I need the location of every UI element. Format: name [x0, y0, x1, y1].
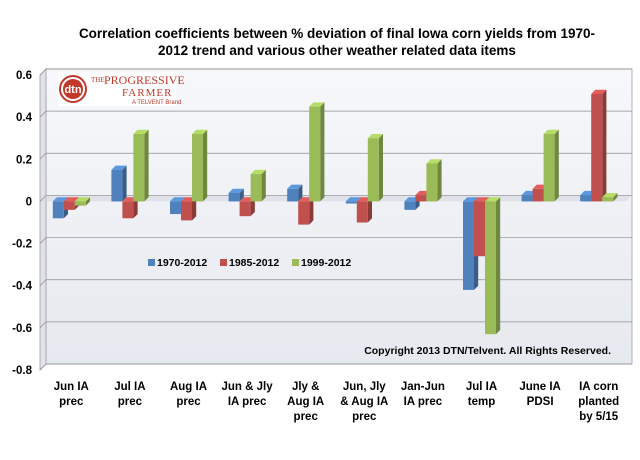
plot-back-wall — [45, 68, 633, 365]
x-category-label: IA corn planted by 5/15 — [578, 381, 619, 423]
y-tick-label: 0.4 — [16, 112, 33, 124]
bar-1999-2012-2 — [192, 129, 208, 202]
bar-1970-2012-4 — [287, 184, 303, 202]
gridline — [39, 237, 632, 244]
bar-1999-2012-6 — [426, 159, 442, 202]
copyright-notice: Copyright 2013 DTN/Telvent. All Rights R… — [364, 345, 611, 357]
y-tick-label: 0.6 — [16, 70, 32, 82]
bar-1999-2012-4 — [309, 102, 325, 202]
y-tick-label: -0.8 — [12, 365, 32, 377]
bar-1970-2012-1 — [111, 165, 127, 202]
bar-1999-2012-0 — [74, 197, 90, 206]
x-category-label: Jun, Jly & Aug IA prec — [340, 381, 388, 423]
legend-label-1999-2012: 1999-2012 — [301, 257, 351, 269]
bar-1999-2012-5 — [367, 134, 383, 202]
gridline — [39, 279, 632, 286]
x-axis-categories: Jun IA prec Jul IA prec Aug IA prec Jun & Jly I… — [54, 381, 619, 423]
gridline — [39, 363, 632, 371]
logo-brand-text: A TELVENT Brand — [132, 100, 181, 106]
legend-swatch-1985-2012 — [220, 259, 227, 266]
y-tick-label: -0.6 — [12, 323, 32, 335]
logo-the-text: THE — [91, 76, 105, 84]
y-axis-ticks: 0.6 0.4 0.2 0 -0.2 -0.4 -0.6 -0.8 — [12, 70, 32, 377]
bar-1985-2012-9 — [591, 89, 607, 202]
progressive-farmer-logo: dtn THE PROGRESSIVE FARMER A TELVENT Bra… — [58, 72, 185, 106]
bar-1970-2012-3 — [228, 188, 244, 202]
gridline — [39, 68, 632, 76]
chart-title-line-2: 2012 trend and various other weather rel… — [158, 43, 516, 58]
x-category-label: Jul IA temp — [466, 381, 497, 408]
x-category-label: Jly & Aug IA prec — [287, 381, 324, 423]
legend-swatch-1999-2012 — [292, 259, 299, 266]
legend-swatch-1970-2012 — [148, 259, 155, 266]
bars — [52, 89, 618, 335]
logo-dtn-text: dtn — [64, 84, 81, 96]
x-category-label: Jan-Jun IA prec — [401, 381, 445, 408]
x-category-label: Jun & Jly IA prec — [222, 381, 274, 408]
bar-1985-2012-3 — [239, 197, 255, 217]
y-tick-label: -0.2 — [12, 239, 32, 251]
bar-1999-2012-7 — [485, 197, 501, 335]
bar-1999-2012-1 — [133, 129, 149, 202]
gridline — [39, 110, 632, 118]
gridline — [39, 321, 632, 329]
chart-title-line-1: Correlation coefficients between % devia… — [79, 26, 595, 41]
y-tick-label: 0.2 — [16, 154, 32, 166]
logo-progressive-text: PROGRESSIVE — [104, 73, 185, 87]
legend: 1970-2012 1985-2012 1999-2012 — [148, 257, 351, 269]
bar-1999-2012-3 — [250, 169, 266, 202]
bar-1999-2012-8 — [543, 129, 559, 202]
y-tick-label: 0 — [26, 196, 32, 208]
legend-label-1970-2012: 1970-2012 — [157, 257, 207, 269]
gridline — [39, 152, 632, 160]
bar-1999-2012-9 — [602, 193, 618, 202]
logo-farmer-text: FARMER — [122, 87, 172, 99]
x-category-label: Jun IA prec — [54, 381, 89, 408]
y-tick-label: -0.4 — [12, 281, 32, 293]
chart-title: Correlation coefficients between % devia… — [79, 26, 595, 58]
plot-area — [39, 68, 633, 371]
x-category-label: June IA PDSI — [519, 381, 561, 408]
legend-label-1985-2012: 1985-2012 — [229, 257, 279, 269]
x-category-label: Aug IA prec — [170, 381, 207, 408]
x-category-label: Jul IA prec — [114, 381, 145, 408]
